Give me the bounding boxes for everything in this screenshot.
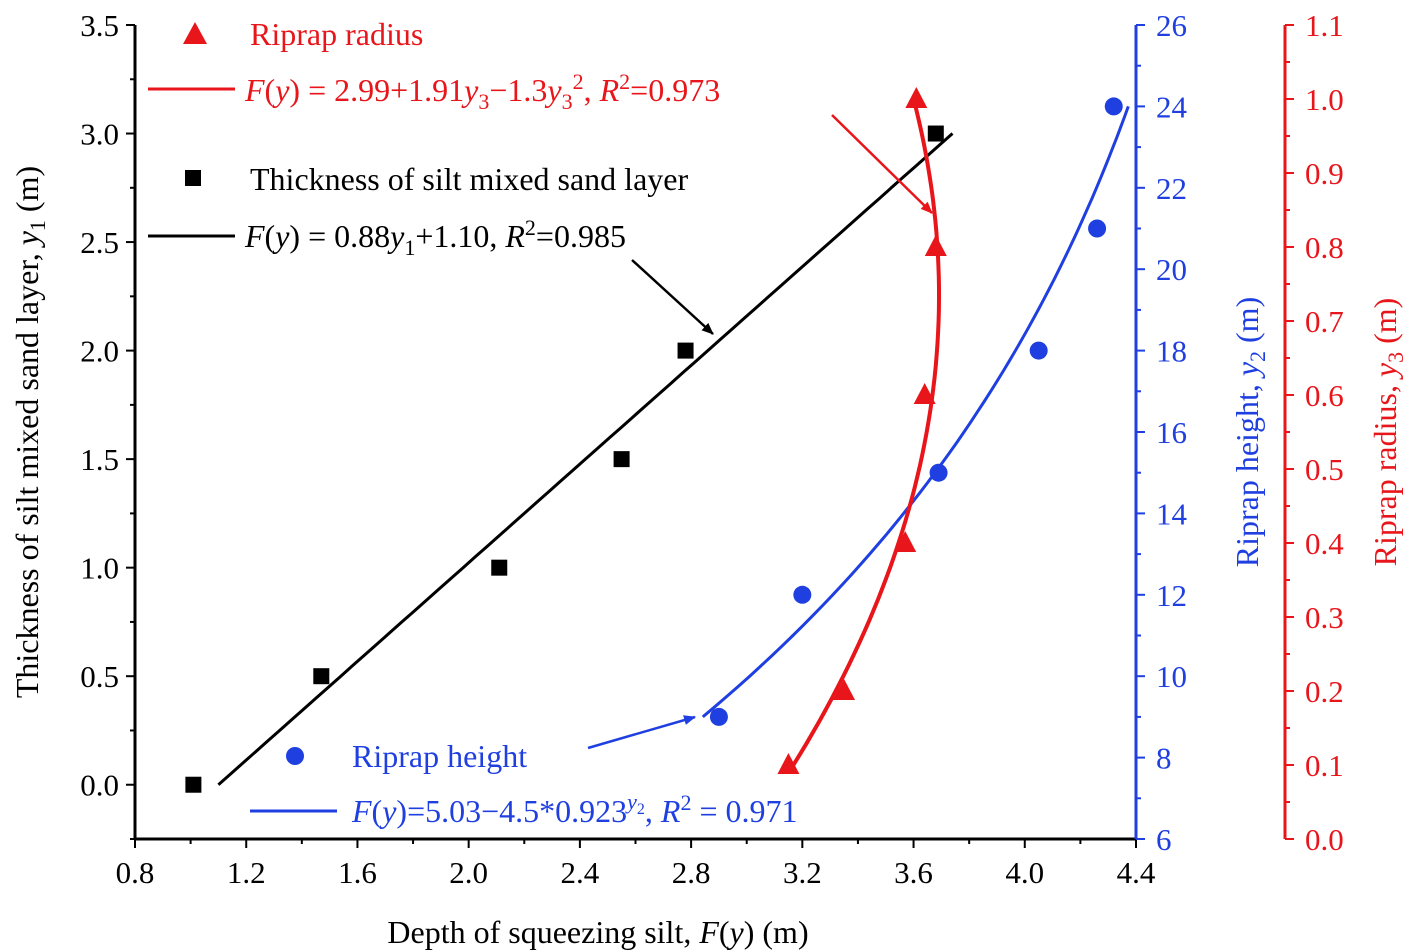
y2-tick-label: 20 [1156, 252, 1187, 287]
red-annotation-arrow [831, 114, 933, 214]
square-data-point [491, 559, 508, 576]
y1-tick-label: 2.0 [80, 334, 119, 369]
y2-tick-label: 24 [1156, 89, 1188, 124]
legend-red-label: Riprap radius [250, 16, 423, 52]
x-tick-label: 1.2 [227, 855, 266, 890]
y1-tick-label: 1.5 [80, 442, 119, 477]
circle-data-point [793, 585, 812, 604]
legend-blue-fit-equation: F(y)=5.03−4.5*0.923y2, R2 = 0.971 [351, 789, 798, 829]
blue-annotation-arrow [587, 715, 696, 750]
legend-red-fit-equation: F(y) = 2.99+1.91y3−1.3y32, R2=0.973 [244, 69, 720, 114]
circle-data-point [1104, 97, 1123, 116]
triangle-data-point [913, 383, 936, 404]
square-data-point [313, 668, 330, 685]
legend-blue-circle-marker [286, 747, 304, 765]
x-tick-label: 4.4 [1117, 855, 1156, 890]
y3-tick-label: 1.0 [1305, 82, 1344, 117]
y3-tick-label: 0.2 [1305, 674, 1344, 709]
y3-tick-label: 0.6 [1305, 378, 1344, 413]
y3-tick-label: 0.8 [1305, 230, 1344, 265]
x-tick-label: 1.6 [338, 855, 377, 890]
blue-fit-curve [701, 105, 1130, 719]
y2-tick-label: 26 [1156, 8, 1187, 43]
y2-tick-label: 22 [1156, 171, 1187, 206]
y1-tick-label: 3.0 [80, 117, 119, 152]
y1-tick-label: 0.5 [80, 659, 119, 694]
y3-tick-label: 0.3 [1305, 600, 1344, 635]
x-tick-label: 3.6 [894, 855, 933, 890]
circle-data-point [709, 707, 728, 726]
y3-tick-label: 0.7 [1305, 304, 1344, 339]
y2-ticks: 6 8 10 12 14 16 18 20 22 24 26 [1136, 8, 1188, 857]
thickness-points [185, 125, 944, 793]
black-annotation-arrow [631, 259, 714, 335]
black-fit-line [217, 132, 954, 786]
circle-data-point [929, 463, 948, 482]
y1-tick-label: 0.0 [80, 768, 119, 803]
y2-tick-label: 10 [1156, 659, 1187, 694]
square-data-point [927, 125, 944, 142]
y3-axis-title: Riprap radius, y3 (m) [1367, 298, 1408, 567]
x-tick-label: 4.0 [1005, 855, 1044, 890]
y3-tick-label: 0.5 [1305, 452, 1344, 487]
triangle-data-point [905, 87, 928, 108]
square-data-point [185, 776, 202, 793]
y2-tick-label: 12 [1156, 578, 1187, 613]
triangle-data-point [833, 679, 856, 700]
legend-black-label: Thickness of silt mixed sand layer [250, 161, 688, 197]
x-tick-label: 2.4 [561, 855, 600, 890]
y1-ticks: 0.0 0.5 1.0 1.5 2.0 2.5 3.0 3.5 [80, 8, 135, 840]
triangle-data-point [924, 235, 947, 256]
y1-axis-title: Thickness of silt mixed sand layer, y1 (… [9, 166, 50, 698]
riprap-height-points [709, 97, 1123, 726]
y3-tick-label: 0.1 [1305, 748, 1344, 783]
y1-tick-label: 1.0 [80, 551, 119, 586]
legend-blue-label: Riprap height [352, 738, 527, 774]
x-axis-title: Depth of squeezing silt, F(y) (m) [387, 914, 808, 950]
legend-black-fit-equation: F(y) = 0.88y1+1.10, R2=0.985 [244, 215, 626, 260]
y3-tick-label: 0.0 [1305, 822, 1344, 857]
x-ticks: 0.8 1.2 1.6 2.0 2.4 2.8 3.2 3.6 4.0 4.4 [116, 839, 1156, 890]
square-data-point [677, 342, 694, 359]
square-data-point [613, 451, 630, 468]
y2-tick-label: 14 [1156, 496, 1188, 531]
x-tick-label: 3.2 [783, 855, 822, 890]
riprap-radius-points [777, 87, 947, 774]
x-tick-label: 2.0 [449, 855, 488, 890]
legend-red-triangle-marker [183, 22, 207, 44]
x-tick-label: 2.8 [672, 855, 711, 890]
triangle-data-point [777, 753, 800, 774]
y2-axis-title: Riprap height, y2 (m) [1229, 297, 1270, 567]
y2-tick-label: 18 [1156, 334, 1187, 369]
y2-tick-label: 8 [1156, 741, 1172, 776]
triangle-data-point [894, 531, 917, 552]
y1-tick-label: 2.5 [80, 225, 119, 260]
y3-tick-label: 0.9 [1305, 156, 1344, 191]
y2-tick-label: 6 [1156, 822, 1172, 857]
y3-tick-label: 0.4 [1305, 526, 1344, 561]
y2-tick-label: 16 [1156, 415, 1187, 450]
red-fit-curve [791, 98, 941, 767]
y1-tick-label: 3.5 [80, 8, 119, 43]
y3-tick-label: 1.1 [1305, 8, 1344, 43]
circle-data-point [1088, 219, 1107, 238]
y3-ticks: 0.0 0.1 0.2 0.3 0.4 0.5 0.6 0.7 0.8 0.9 1.0 1.1 [1285, 8, 1344, 857]
circle-data-point [1029, 341, 1048, 360]
legend-black-square-marker [185, 170, 201, 186]
x-tick-label: 0.8 [116, 855, 155, 890]
